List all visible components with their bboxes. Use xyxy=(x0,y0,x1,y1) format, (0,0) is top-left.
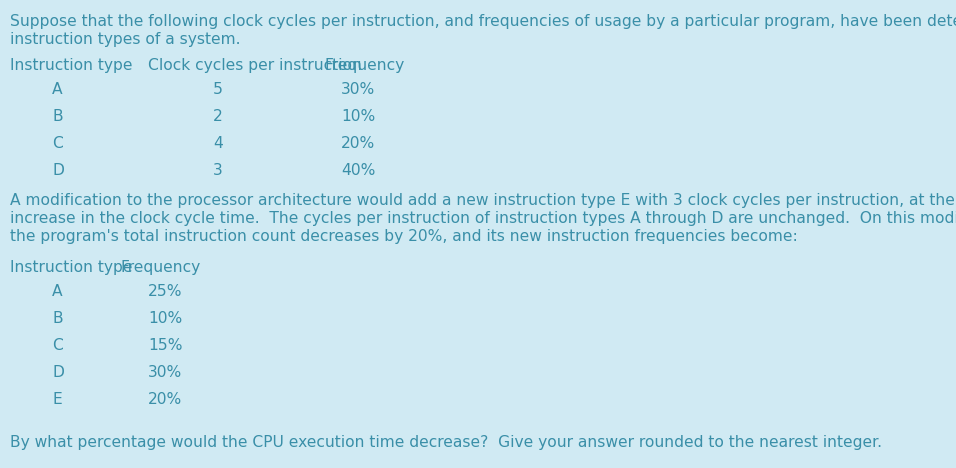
Text: Frequency: Frequency xyxy=(325,58,405,73)
Text: Frequency: Frequency xyxy=(120,260,200,275)
Text: C: C xyxy=(52,338,63,353)
Text: 3: 3 xyxy=(213,163,223,178)
Text: C: C xyxy=(52,136,63,151)
Text: 15%: 15% xyxy=(148,338,183,353)
Text: 20%: 20% xyxy=(148,392,183,407)
Text: Suppose that the following clock cycles per instruction, and frequencies of usag: Suppose that the following clock cycles … xyxy=(10,14,956,29)
Text: E: E xyxy=(52,392,62,407)
Text: 40%: 40% xyxy=(340,163,375,178)
Text: Clock cycles per instruction: Clock cycles per instruction xyxy=(148,58,362,73)
Text: 20%: 20% xyxy=(341,136,375,151)
Text: 5: 5 xyxy=(213,82,223,97)
Text: B: B xyxy=(52,311,63,326)
Text: 10%: 10% xyxy=(148,311,183,326)
Text: A: A xyxy=(52,284,63,299)
Text: Instruction type: Instruction type xyxy=(10,58,133,73)
Text: A: A xyxy=(52,82,63,97)
Text: increase in the clock cycle time.  The cycles per instruction of instruction typ: increase in the clock cycle time. The cy… xyxy=(10,211,956,226)
Text: Instruction type: Instruction type xyxy=(10,260,133,275)
Text: A modification to the processor architecture would add a new instruction type E : A modification to the processor architec… xyxy=(10,193,956,208)
Text: 30%: 30% xyxy=(341,82,375,97)
Text: D: D xyxy=(52,365,64,380)
Text: 4: 4 xyxy=(213,136,223,151)
Text: 2: 2 xyxy=(213,109,223,124)
Text: By what percentage would the CPU execution time decrease?  Give your answer roun: By what percentage would the CPU executi… xyxy=(10,435,882,450)
Text: the program's total instruction count decreases by 20%, and its new instruction : the program's total instruction count de… xyxy=(10,229,797,244)
Text: B: B xyxy=(52,109,63,124)
Text: 25%: 25% xyxy=(148,284,183,299)
Text: 30%: 30% xyxy=(148,365,183,380)
Text: D: D xyxy=(52,163,64,178)
Text: instruction types of a system.: instruction types of a system. xyxy=(10,32,241,47)
Text: 10%: 10% xyxy=(341,109,375,124)
